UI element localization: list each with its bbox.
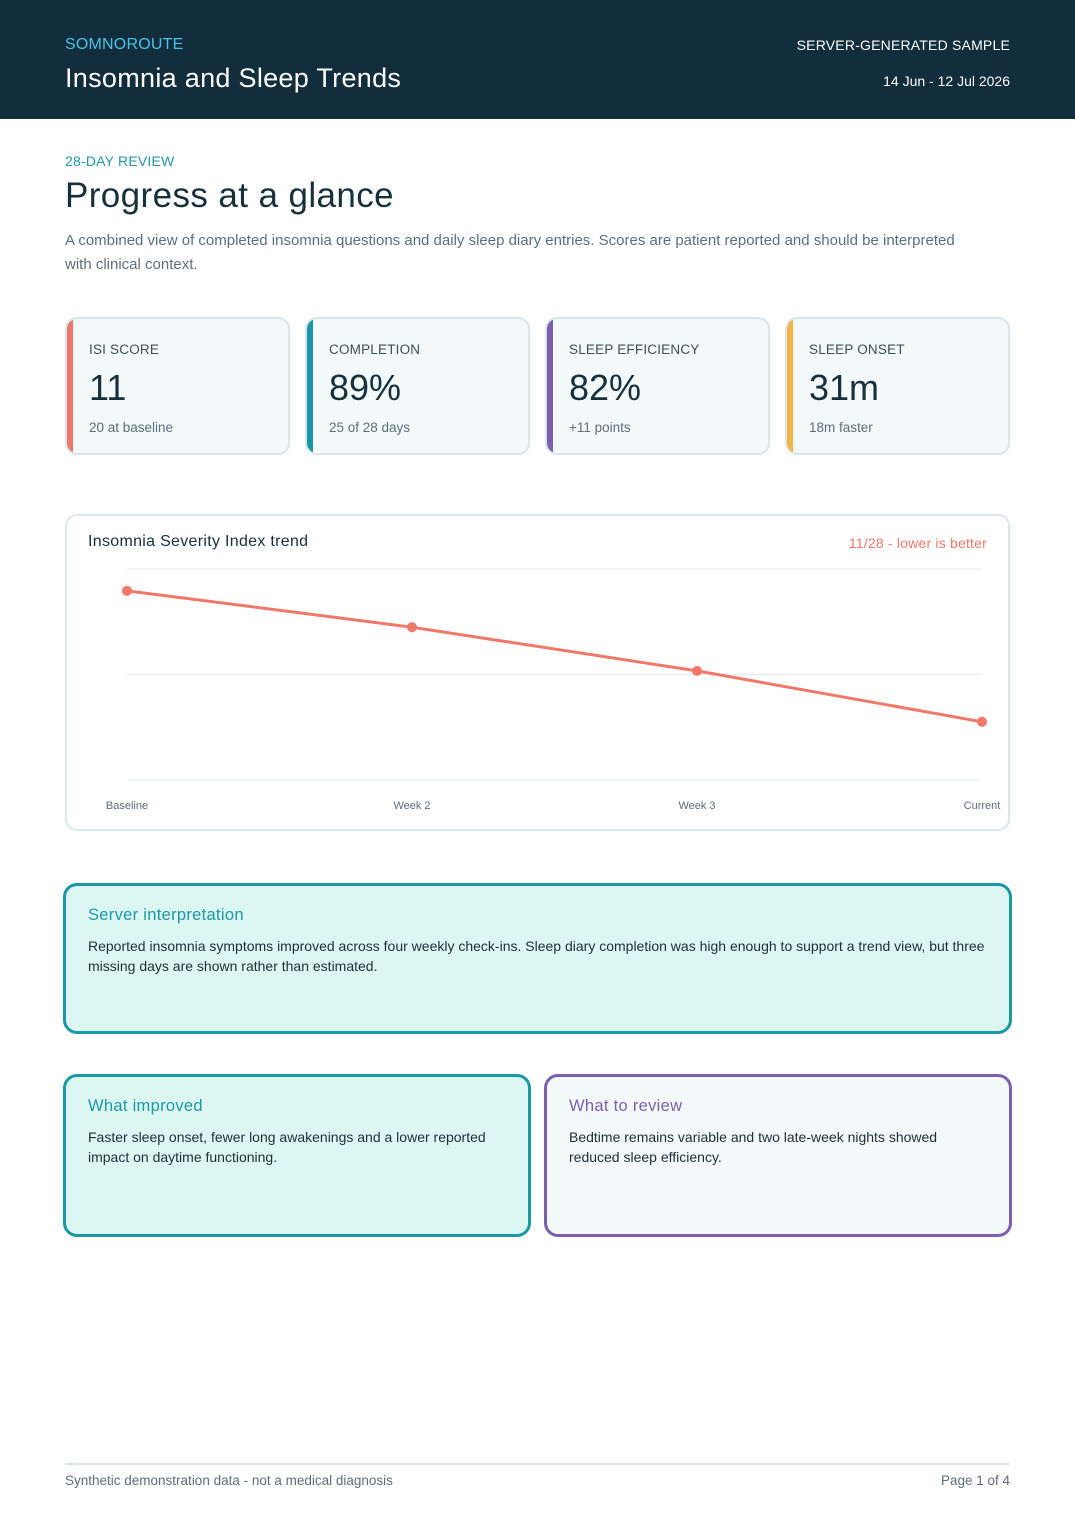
kpi-accent-bar [547, 319, 553, 453]
isi-series-line [125, 589, 984, 724]
kpi-value: 31m [809, 367, 880, 408]
kpi-label: SLEEP ONSET [809, 342, 905, 357]
kpi-label: COMPLETION [329, 342, 421, 357]
isi-trend-chart-card: Baseline Week 2 Week 3 Current Insomnia Sev… [65, 514, 1010, 831]
panel-body: Bedtime remains variable and two late-we… [569, 1129, 938, 1165]
kpi-accent-bar [787, 319, 793, 453]
x-tick-label-3: Current [964, 800, 1001, 812]
kpi-card-completion: COMPLETION 89% 25 of 28 days [305, 317, 530, 455]
section-eyebrow: 28-DAY REVIEW [65, 153, 175, 169]
kpi-value: 11 [89, 367, 127, 408]
panel-body: Faster sleep onset, fewer long awakening… [88, 1129, 486, 1165]
footer-disclaimer: Synthetic demonstration data - not a med… [65, 1473, 393, 1488]
kpi-label: SLEEP EFFICIENCY [569, 342, 700, 357]
x-tick-label-1: Week 2 [393, 800, 430, 812]
kpi-subtext: +11 points [569, 420, 631, 435]
panel-title: What to review [569, 1097, 683, 1115]
report-header: SOMNOROUTE Insomnia and Sleep Trends SER… [0, 0, 1075, 119]
what-to-review-panel: What to review Bedtime remains variable … [544, 1074, 1012, 1237]
intro-description: A combined view of completed insomnia qu… [65, 232, 955, 273]
data-point-0 [122, 585, 132, 596]
sample-label: SERVER-GENERATED SAMPLE [796, 37, 1010, 53]
chart-title: Insomnia Severity Index trend [88, 533, 309, 550]
data-point-2 [692, 665, 702, 676]
panel-title: What improved [88, 1097, 203, 1115]
isi-trend-chart: Baseline Week 2 Week 3 Current [106, 568, 1001, 812]
kpi-value: 82% [569, 367, 642, 408]
kpi-value: 89% [329, 367, 402, 408]
brand-name: SOMNOROUTE [65, 36, 184, 53]
chart-note: 11/28 - lower is better [848, 535, 987, 551]
panel-body: Reported insomnia symptoms improved acro… [88, 938, 985, 974]
kpi-card-sleep-onset: SLEEP ONSET 31m 18m faster [785, 317, 1010, 455]
x-tick-label-0: Baseline [106, 800, 148, 812]
what-improved-panel: What improved Faster sleep onset, fewer … [63, 1074, 531, 1237]
page-title: Progress at a glance [65, 176, 395, 215]
data-point-3 [977, 716, 987, 727]
report-title: Insomnia and Sleep Trends [65, 63, 402, 93]
kpi-card-sleep-efficiency: SLEEP EFFICIENCY 82% +11 points [545, 317, 770, 455]
server-interpretation-panel: Server interpretation Reported insomnia … [63, 883, 1012, 1034]
page-number: Page 1 of 4 [940, 1473, 1010, 1488]
kpi-label: ISI SCORE [89, 342, 160, 357]
kpi-subtext: 18m faster [809, 420, 873, 435]
kpi-accent-bar [67, 319, 73, 453]
footer-divider [65, 1463, 1010, 1465]
kpi-card-isi-score: ISI SCORE 11 20 at baseline [65, 317, 290, 455]
data-point-1 [407, 622, 417, 633]
kpi-subtext: 25 of 28 days [329, 420, 411, 435]
panel-title: Server interpretation [88, 906, 244, 924]
kpi-subtext: 20 at baseline [89, 420, 174, 435]
kpi-accent-bar [307, 319, 313, 453]
date-range: 14 Jun - 12 Jul 2026 [883, 73, 1010, 89]
x-tick-label-2: Week 3 [678, 800, 715, 812]
